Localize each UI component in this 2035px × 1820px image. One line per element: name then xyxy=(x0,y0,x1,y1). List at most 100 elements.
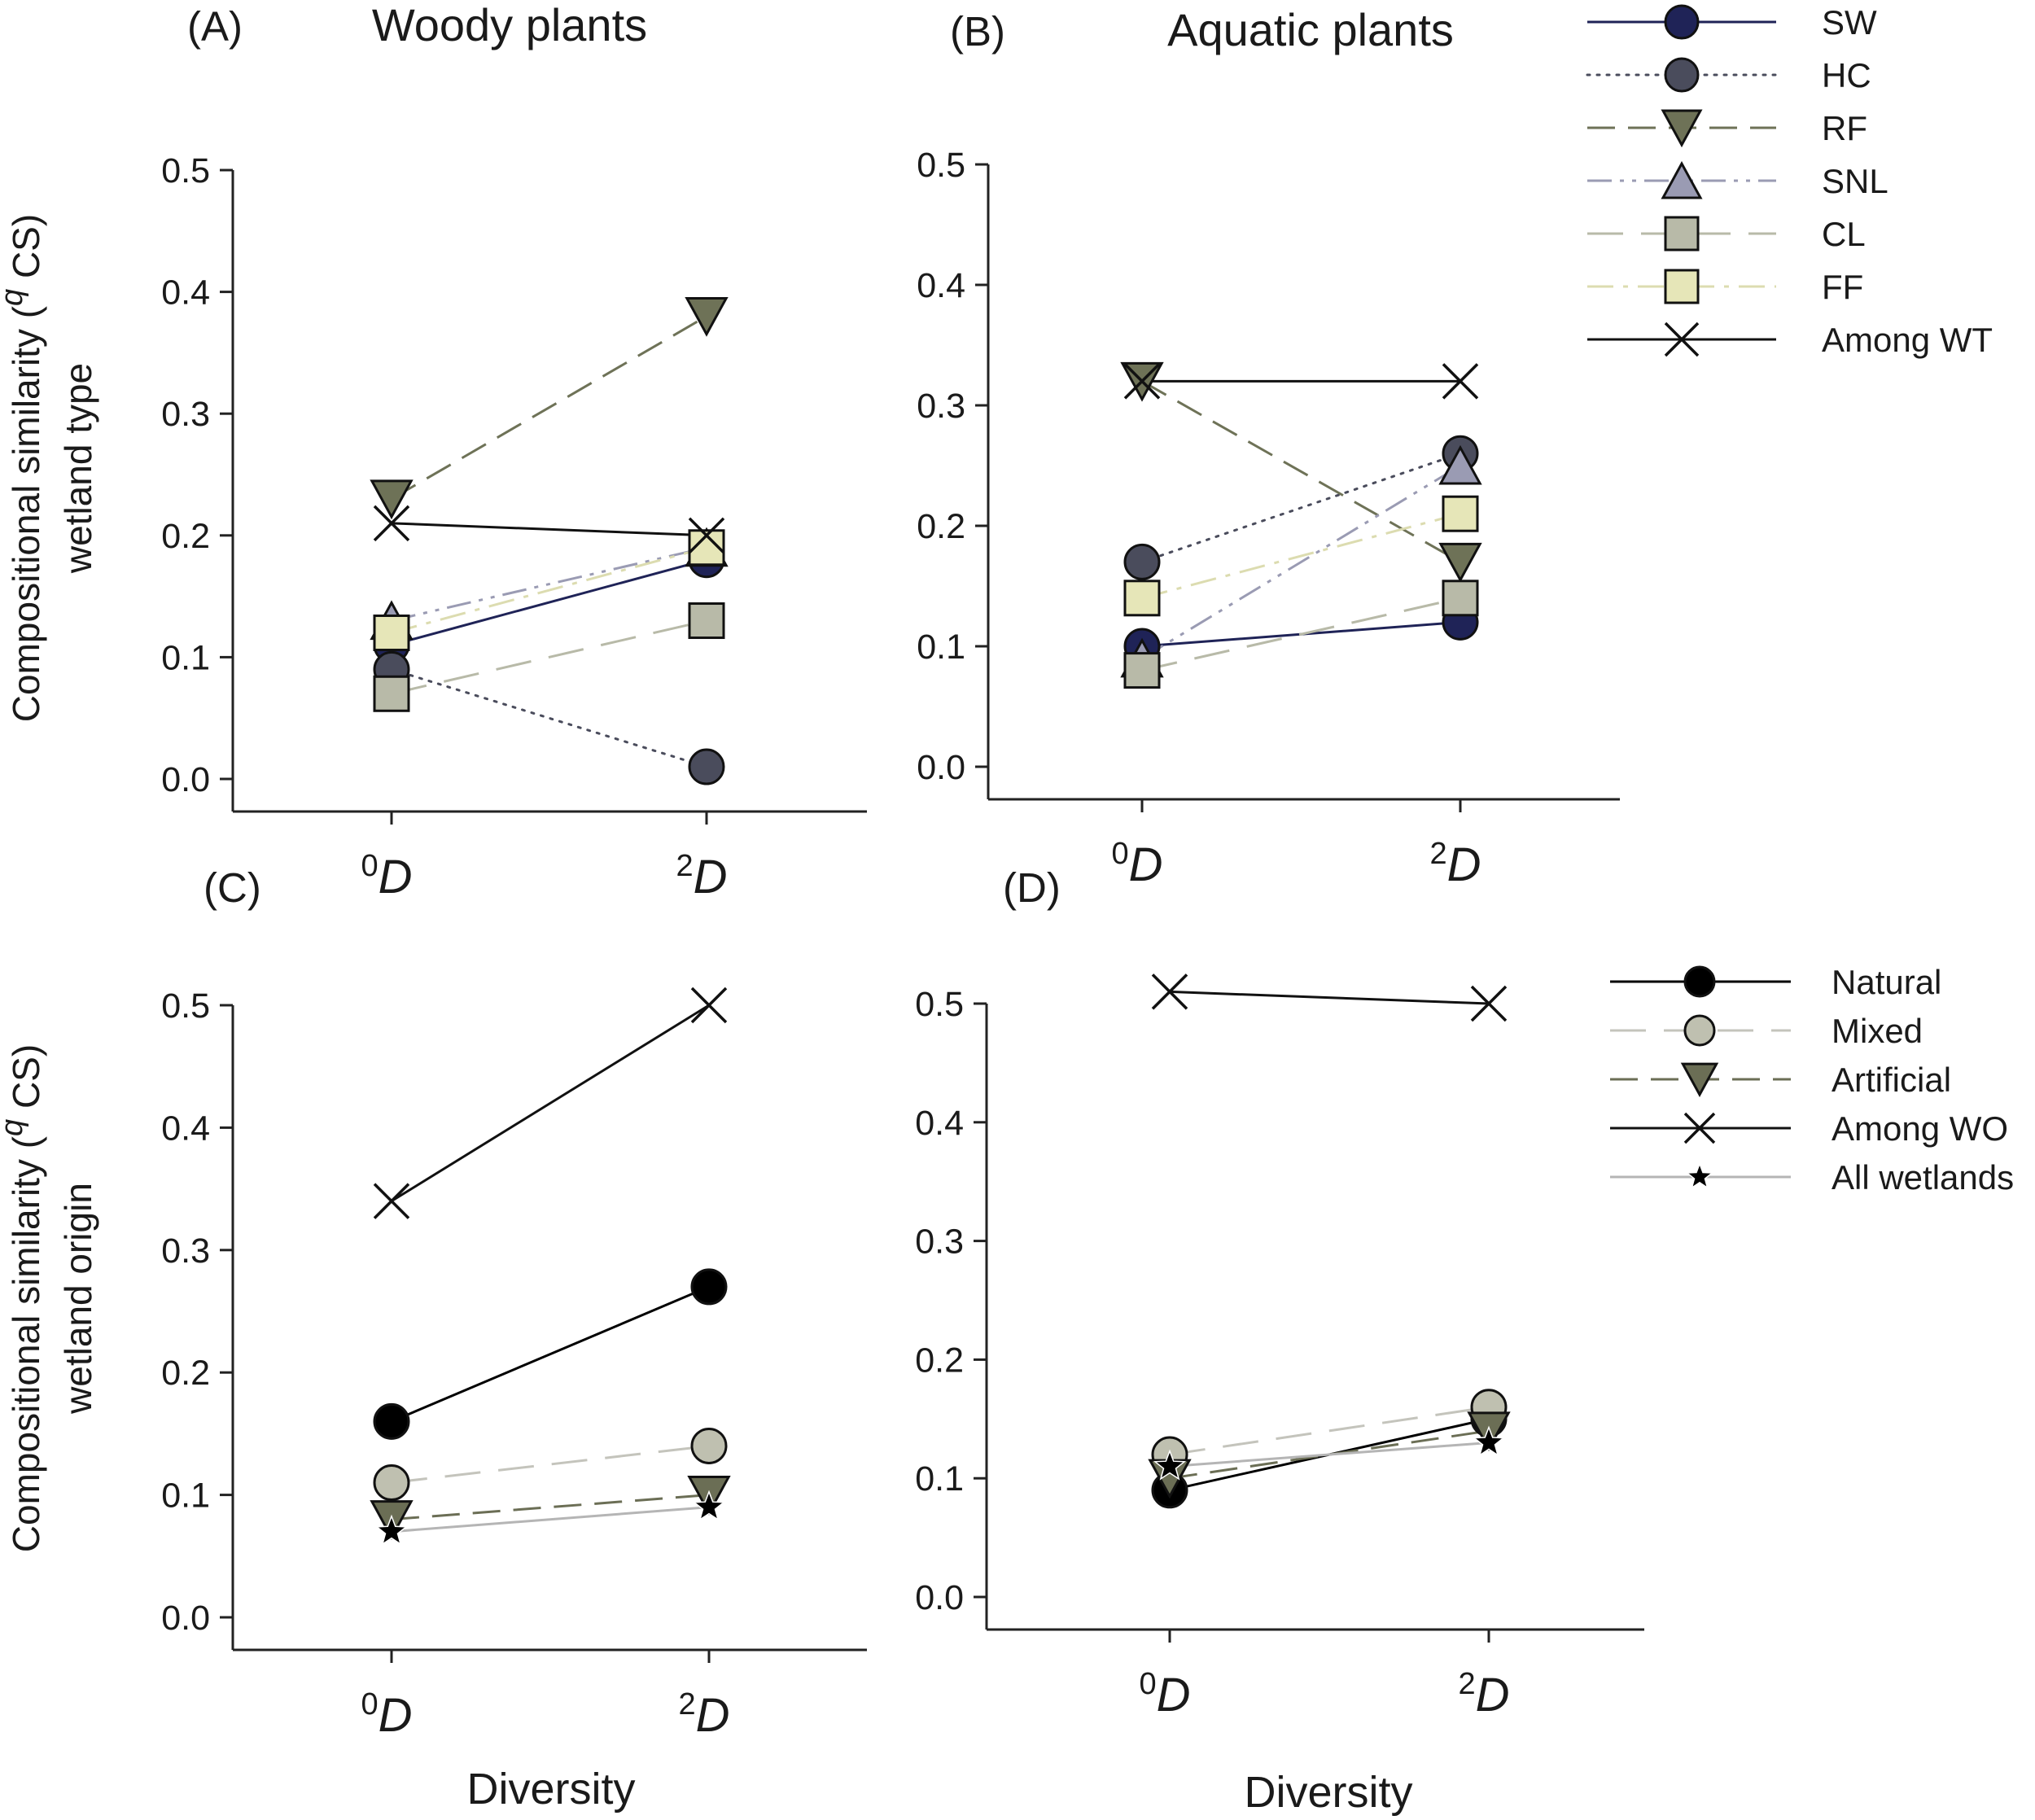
data-point-among-wo xyxy=(1470,985,1508,1022)
y-axis-label-top-line2: wetland type xyxy=(57,363,99,574)
legend-marker xyxy=(1661,109,1703,148)
series-line-cl xyxy=(1141,597,1461,672)
y-tick-label: 0.5 xyxy=(917,146,965,185)
series-lines xyxy=(390,315,708,768)
data-point-among-wo xyxy=(373,1183,410,1219)
y-axis-label-bottom: Compositional similarity (q CS) xyxy=(0,1044,47,1552)
data-point-among-wt xyxy=(373,505,410,542)
legend-marker xyxy=(1683,1014,1716,1047)
data-point-rf xyxy=(1438,542,1482,583)
x-tick-label: 0D xyxy=(1139,1667,1190,1722)
legend-item-natural: Natural xyxy=(1610,963,1941,1001)
series-line-all-wetlands xyxy=(1169,1441,1490,1468)
y-tick-label: 0.1 xyxy=(161,638,210,677)
x-axis-label-c: Diversity xyxy=(466,1765,635,1813)
y-tick-label: 0.5 xyxy=(161,987,210,1026)
legend-item-among-wo: Among WO xyxy=(1610,1109,2008,1148)
data-point-among-wt xyxy=(1123,363,1161,400)
panel-letter: (D) xyxy=(1003,864,1061,911)
x-tick-label: 2D xyxy=(1458,1667,1509,1722)
panel-letter: (B) xyxy=(950,8,1005,55)
legend-item-among-wt: Among WT xyxy=(1587,321,1993,359)
series-line-sw xyxy=(391,558,707,646)
series-lines xyxy=(391,1004,710,1533)
series-lines xyxy=(1169,990,1490,1492)
series-line-rf xyxy=(1141,380,1461,563)
panel-title: Woody plants xyxy=(372,0,647,50)
y-axis-label-bottom-line2: wetland origin xyxy=(57,1183,99,1415)
legend-label: Mixed xyxy=(1831,1012,1923,1050)
data-point-mixed xyxy=(373,1464,410,1502)
data-point-all-wetlands xyxy=(1472,1425,1506,1457)
y-tick-label: 0.1 xyxy=(915,1459,964,1498)
y-tick-label: 0.3 xyxy=(161,395,210,434)
data-point-snl xyxy=(1438,444,1482,485)
legend-label: CL xyxy=(1822,215,1866,253)
legend-marker xyxy=(1664,57,1700,93)
series-markers xyxy=(1120,361,1482,689)
y-tick-label: 0.2 xyxy=(161,517,210,556)
data-point-cl xyxy=(373,675,410,712)
series-line-snl xyxy=(1141,464,1461,660)
legend-marker xyxy=(1680,1062,1719,1098)
legend-item-snl: SNL xyxy=(1587,160,1888,200)
legend-label: SW xyxy=(1822,3,1877,42)
panel-c: 0.0 0.1 0.2 0.3 0.4 0.5 0D 2D (C) xyxy=(161,864,867,1742)
x-tick-label: 0D xyxy=(1111,837,1162,891)
y-tick-label: 0.4 xyxy=(161,273,210,313)
legend-item-sw: SW xyxy=(1587,3,1877,42)
data-point-cl xyxy=(688,602,725,640)
x-tick-label: 0D xyxy=(361,849,412,903)
series-line-hc xyxy=(1140,452,1462,563)
data-point-among-wt xyxy=(1442,363,1479,400)
y-tick-label: 0.4 xyxy=(161,1109,210,1148)
legend-label: Among WT xyxy=(1822,321,1993,359)
panel-b: 0.0 0.1 0.2 0.3 0.4 0.5 0D 2D (B) Aquatic plants xyxy=(917,4,1620,891)
y-tick-label: 0.2 xyxy=(917,507,965,546)
y-tick-label: 0.3 xyxy=(915,1223,964,1262)
data-point-rf xyxy=(370,479,414,520)
legend-item-cl: CL xyxy=(1587,215,1866,253)
x-axis-label-d: Diversity xyxy=(1244,1768,1412,1817)
series-lines xyxy=(1140,379,1462,672)
legend-marker xyxy=(1683,1112,1716,1144)
legend-wetland-origin: Natural Mixed Artificial Among WO All wetlan… xyxy=(1610,963,2014,1197)
series-line-mixed xyxy=(1169,1406,1490,1456)
data-point-all-wetlands xyxy=(1153,1449,1187,1481)
legend-item-all-wetlands: All wetlands xyxy=(1610,1158,2014,1197)
legend-wetland-type: SW HC RF SNL CL FF Among WT xyxy=(1586,3,1993,359)
data-point-among-wo xyxy=(690,987,728,1024)
panel-title: Aquatic plants xyxy=(1167,4,1454,55)
y-tick-label: 0.1 xyxy=(917,628,965,667)
series-line-rf xyxy=(391,315,707,501)
series-line-ff xyxy=(1141,512,1461,600)
legend-marker xyxy=(1661,160,1703,199)
y-tick-label: 0.1 xyxy=(161,1477,210,1516)
series-markers xyxy=(370,296,729,785)
panel-letter: (C) xyxy=(204,864,261,911)
series-line-hc xyxy=(390,667,708,768)
legend-item-rf: RF xyxy=(1587,109,1867,148)
legend-marker xyxy=(1664,322,1700,357)
data-point-ff xyxy=(1442,495,1479,532)
series-line-natural xyxy=(391,1285,710,1423)
y-tick-label: 0.3 xyxy=(161,1232,210,1271)
series-line-all-wetlands xyxy=(391,1506,710,1533)
data-point-among-wo xyxy=(1151,973,1188,1010)
legend-label: Artificial xyxy=(1831,1061,1951,1099)
legend-label: HC xyxy=(1822,56,1871,94)
series-line-snl xyxy=(391,546,707,622)
panel-d: 0.0 0.1 0.2 0.3 0.4 0.5 0D 2D (D) xyxy=(915,864,1644,1722)
x-tick-label: 2D xyxy=(678,1687,729,1742)
legend-marker xyxy=(1664,4,1700,40)
series-line-mixed xyxy=(391,1444,710,1485)
x-tick-label: 0D xyxy=(361,1687,412,1742)
y-tick-label: 0.2 xyxy=(161,1354,210,1393)
x-tick-label: 2D xyxy=(1429,837,1481,891)
legend-label: RF xyxy=(1822,109,1867,147)
data-point-ff xyxy=(373,614,410,651)
legend-item-artificial: Artificial xyxy=(1610,1061,1951,1099)
y-tick-label: 0.0 xyxy=(161,760,210,799)
series-line-artificial xyxy=(1169,1429,1490,1480)
